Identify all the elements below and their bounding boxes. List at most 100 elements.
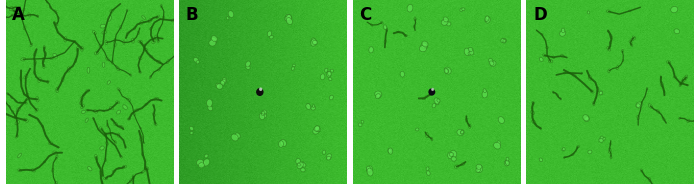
Ellipse shape (542, 54, 546, 57)
Ellipse shape (361, 120, 364, 123)
Ellipse shape (193, 58, 199, 62)
Ellipse shape (325, 68, 328, 72)
Ellipse shape (200, 161, 206, 167)
Ellipse shape (367, 168, 373, 176)
Ellipse shape (158, 39, 160, 43)
Circle shape (260, 88, 262, 90)
Ellipse shape (157, 61, 161, 63)
Ellipse shape (106, 57, 109, 61)
Ellipse shape (9, 6, 13, 11)
Ellipse shape (139, 21, 144, 25)
Ellipse shape (297, 162, 303, 169)
Ellipse shape (127, 98, 130, 101)
Ellipse shape (656, 110, 659, 113)
Ellipse shape (504, 160, 508, 166)
Ellipse shape (468, 52, 472, 55)
Ellipse shape (130, 178, 134, 182)
Ellipse shape (583, 115, 589, 121)
Ellipse shape (107, 81, 111, 84)
Ellipse shape (209, 40, 216, 46)
Ellipse shape (284, 17, 289, 21)
Ellipse shape (105, 40, 108, 45)
Ellipse shape (50, 6, 52, 9)
Ellipse shape (452, 157, 456, 161)
Ellipse shape (134, 109, 139, 112)
Ellipse shape (599, 138, 603, 142)
Ellipse shape (326, 154, 332, 159)
Ellipse shape (154, 122, 157, 126)
Ellipse shape (23, 93, 25, 95)
Ellipse shape (28, 114, 31, 116)
Ellipse shape (21, 58, 26, 61)
Ellipse shape (576, 146, 580, 148)
Ellipse shape (117, 88, 120, 91)
Ellipse shape (117, 110, 120, 114)
Ellipse shape (563, 147, 565, 151)
Ellipse shape (482, 90, 488, 98)
Ellipse shape (327, 72, 331, 77)
Ellipse shape (279, 141, 284, 147)
Ellipse shape (441, 19, 448, 25)
Ellipse shape (137, 31, 139, 34)
Ellipse shape (641, 101, 643, 104)
Ellipse shape (34, 71, 36, 74)
Ellipse shape (281, 139, 286, 146)
Ellipse shape (26, 98, 28, 100)
Ellipse shape (606, 10, 610, 13)
Ellipse shape (296, 158, 300, 165)
Ellipse shape (4, 101, 6, 104)
Ellipse shape (116, 66, 118, 69)
Ellipse shape (204, 154, 208, 158)
Ellipse shape (328, 71, 331, 76)
Ellipse shape (646, 87, 648, 90)
Ellipse shape (55, 155, 58, 159)
Ellipse shape (55, 23, 58, 26)
Ellipse shape (28, 13, 31, 17)
Ellipse shape (125, 146, 126, 148)
Ellipse shape (113, 42, 116, 47)
Ellipse shape (153, 113, 155, 116)
Ellipse shape (607, 47, 610, 51)
Ellipse shape (159, 18, 161, 20)
Ellipse shape (15, 135, 18, 138)
Ellipse shape (489, 61, 494, 65)
Ellipse shape (2, 2, 6, 6)
Ellipse shape (636, 104, 641, 107)
Ellipse shape (15, 100, 17, 102)
Ellipse shape (485, 17, 490, 23)
Ellipse shape (25, 101, 27, 104)
Ellipse shape (172, 19, 174, 22)
Ellipse shape (560, 31, 566, 36)
Ellipse shape (221, 79, 226, 84)
Ellipse shape (83, 93, 86, 96)
Ellipse shape (10, 96, 13, 99)
Ellipse shape (328, 77, 332, 81)
Ellipse shape (664, 90, 665, 93)
Ellipse shape (630, 44, 633, 46)
Ellipse shape (560, 98, 561, 100)
Ellipse shape (57, 16, 60, 19)
Ellipse shape (20, 77, 22, 80)
Ellipse shape (371, 24, 373, 26)
Circle shape (432, 89, 433, 90)
Ellipse shape (424, 46, 428, 49)
Ellipse shape (56, 87, 59, 93)
Ellipse shape (430, 137, 433, 141)
Ellipse shape (126, 32, 129, 36)
Ellipse shape (432, 103, 435, 108)
Ellipse shape (102, 175, 104, 177)
Ellipse shape (388, 148, 391, 153)
Ellipse shape (444, 67, 452, 74)
Ellipse shape (24, 118, 28, 122)
Ellipse shape (48, 142, 52, 145)
Ellipse shape (94, 51, 99, 55)
Ellipse shape (587, 11, 590, 14)
Ellipse shape (451, 150, 456, 157)
Ellipse shape (600, 136, 603, 140)
Ellipse shape (11, 14, 14, 16)
Ellipse shape (94, 155, 98, 160)
Ellipse shape (637, 115, 639, 120)
Ellipse shape (118, 167, 120, 169)
Ellipse shape (540, 34, 543, 35)
Ellipse shape (152, 39, 156, 44)
